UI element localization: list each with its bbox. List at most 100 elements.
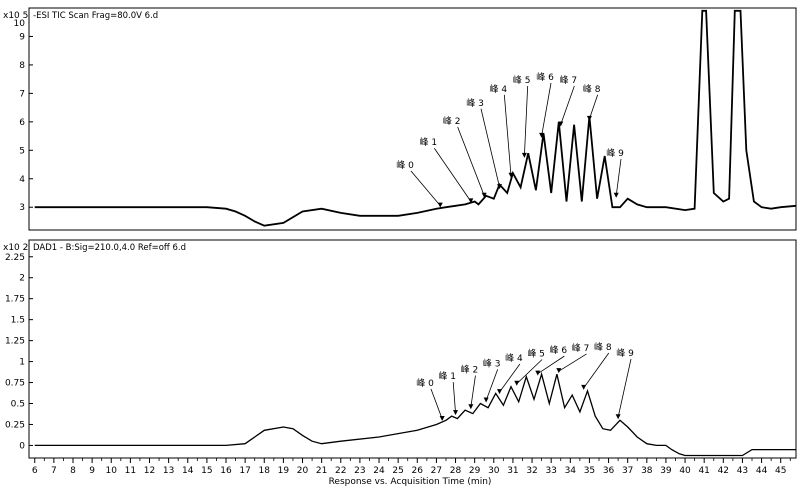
x-tick-label: 12 (144, 466, 155, 476)
x-tick-label: 18 (259, 466, 271, 476)
x-tick-label: 39 (660, 466, 672, 476)
peak-label: 峰 2 (443, 116, 461, 127)
y-tick-label: 5 (19, 146, 25, 156)
x-tick-label: 43 (737, 466, 748, 476)
peak-arrow-line (516, 359, 543, 385)
peak-arrow-head (497, 184, 503, 190)
peak-arrow-head (586, 115, 592, 121)
x-tick-label: 6 (32, 466, 38, 476)
x-tick-label: 33 (545, 466, 556, 476)
dad-trace (34, 371, 796, 457)
peak-label: 峰 3 (466, 98, 484, 109)
y-tick-label: 8 (19, 61, 25, 71)
x-tick-label: 14 (182, 466, 194, 476)
peak-label: 峰 8 (583, 84, 601, 95)
peak-label: 峰 7 (560, 75, 578, 86)
x-tick-label: 38 (641, 466, 653, 476)
x-tick-label: 29 (469, 466, 481, 476)
x-tick-label: 17 (239, 466, 250, 476)
peak-label: 峰 2 (461, 365, 479, 376)
y-tick-label: 1.75 (5, 295, 25, 305)
tic-panel: x10 5 -ESI TIC Scan Frag=80.0V 6.d 10 3 4… (3, 7, 797, 231)
tic-peak-annotations: 峰 0 峰 1 峰 2 峰 3 峰 4 峰 5 峰 6 峰 7 峰 8 峰 9 (396, 72, 624, 208)
peak-label: 峰 0 (416, 378, 434, 389)
peak-arrow-line (617, 358, 632, 418)
tic-y-top-label: 10 (14, 19, 26, 29)
y-tick-label: 2 (19, 274, 25, 284)
y-tick-label: 7 (19, 89, 25, 99)
x-tick-label: 9 (89, 466, 95, 476)
x-tick-label: 19 (278, 466, 290, 476)
peak-label: 峰 1 (420, 137, 438, 148)
peak-arrow-line (583, 352, 610, 389)
peak-arrow-line (457, 126, 485, 196)
x-tick-label: 32 (526, 466, 537, 476)
x-tick-label: 10 (106, 466, 118, 476)
x-tick-label: 23 (354, 466, 365, 476)
peak-label: 峰 5 (513, 75, 531, 86)
tic-y-ticks: 3 4 5 6 7 8 9 (19, 32, 33, 213)
y-tick-label: 3 (19, 203, 25, 213)
x-tick-label: 7 (51, 466, 57, 476)
tic-trace (34, 9, 797, 227)
peak-arrow-line (558, 353, 587, 372)
y-tick-label: 9 (19, 32, 25, 42)
peak-arrow-line (615, 158, 622, 196)
peak-arrow-head (556, 368, 562, 374)
peak-arrow-line (523, 85, 529, 156)
peak-label: 峰 0 (396, 160, 414, 171)
y-tick-label: 4 (19, 175, 25, 185)
peak-label: 峰 7 (572, 343, 590, 354)
peak-arrow-line (452, 382, 456, 414)
peak-arrow-line (589, 94, 599, 119)
y-tick-label: 0.75 (5, 379, 25, 389)
x-tick-label: 27 (431, 466, 442, 476)
x-tick-label: 11 (125, 466, 136, 476)
x-tick-label: 13 (163, 466, 174, 476)
peak-arrow-line (430, 388, 443, 420)
peak-arrow-head (615, 414, 621, 420)
peak-arrow-line (480, 108, 500, 188)
peak-label: 峰 4 (505, 353, 523, 364)
x-tick-label: 15 (201, 466, 212, 476)
peak-arrow-line (541, 82, 552, 136)
tic-panel-title: -ESI TIC Scan Frag=80.0V 6.d (33, 11, 158, 21)
x-tick-label: 28 (450, 466, 462, 476)
y-tick-label: 1 (19, 358, 25, 368)
x-tick-label: 42 (718, 466, 729, 476)
dad-panel-frame (28, 239, 797, 459)
x-tick-label: 25 (392, 466, 403, 476)
peak-label: 峰 9 (616, 348, 634, 359)
dad-panel: x10 2 DAD1 - B:Sig=210.0,4.0 Ref=off 6.d… (3, 239, 797, 459)
peak-arrow-head (514, 380, 520, 386)
peak-label: 峰 5 (527, 349, 545, 360)
y-tick-label: 0.25 (5, 420, 25, 430)
y-tick-label: 0 (19, 441, 25, 451)
x-axis: 6 7 8 9 10 11 12 13 14 15 16 17 18 19 20 21 22 23 24 25 26 27… (32, 458, 791, 476)
peak-arrow-head (558, 121, 564, 127)
x-tick-label: 41 (698, 466, 709, 476)
peak-arrow-head (439, 415, 445, 421)
peak-label: 峰 3 (483, 358, 501, 369)
peak-arrow-head (483, 397, 489, 403)
x-axis-title: Response vs. Acquisition Time (min) (329, 477, 492, 487)
x-tick-label: 24 (373, 466, 385, 476)
x-tick-label: 26 (412, 466, 424, 476)
peak-arrow-line (470, 375, 476, 408)
tic-y-multiplier: x10 5 (3, 11, 28, 21)
peak-arrow-line (537, 355, 565, 375)
x-tick-label: 30 (488, 466, 500, 476)
x-tick-label: 36 (603, 466, 615, 476)
dad-y-ticks: 0 0.25 0.5 0.75 1 1.25 1.5 1.75 2 2.25 (5, 253, 33, 451)
peak-label: 峰 6 (550, 345, 568, 356)
x-tick-label: 8 (70, 466, 76, 476)
y-tick-label: 1.25 (5, 337, 25, 347)
x-tick-label: 35 (584, 466, 595, 476)
peak-arrow-head (521, 152, 527, 158)
x-tick-label: 45 (775, 466, 786, 476)
peak-arrow-line (560, 85, 575, 125)
dad-y-multiplier: x10 2 (3, 243, 28, 253)
x-tick-label: 22 (335, 466, 346, 476)
x-tick-label: 16 (220, 466, 232, 476)
